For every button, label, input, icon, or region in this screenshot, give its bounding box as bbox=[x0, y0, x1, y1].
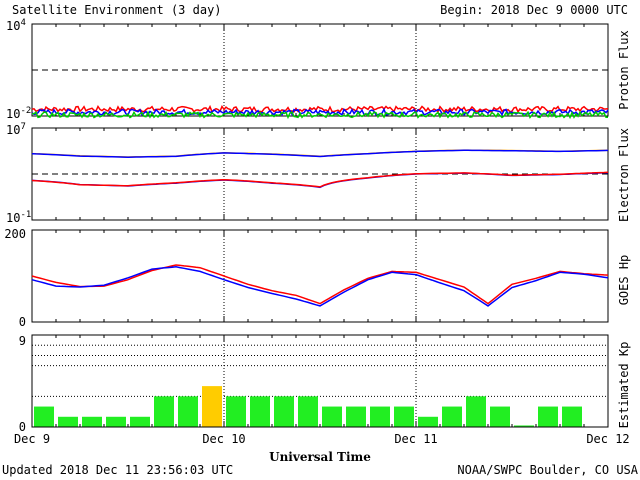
x-tick-labels: Dec 9 Dec 10 Dec 11 Dec 12 bbox=[14, 432, 630, 446]
kp-bar-6 bbox=[178, 396, 198, 427]
ytick-label-kp-top: 9 bbox=[19, 334, 26, 348]
begin-label: Begin: 2018 Dec 9 0000 UTC bbox=[440, 3, 628, 17]
kp-bar-15 bbox=[394, 406, 414, 427]
kp-bar-13 bbox=[346, 406, 366, 427]
kp-bar-17 bbox=[442, 406, 462, 427]
kp-bar-4 bbox=[130, 416, 150, 427]
kp-bar-5 bbox=[154, 396, 174, 427]
hp-series-0 bbox=[31, 264, 609, 305]
x-tick-label-2: Dec 11 bbox=[394, 432, 437, 446]
ytick-label-electron-bottom: 10-1 bbox=[6, 210, 31, 225]
panel-frame-2 bbox=[31, 229, 609, 323]
chart-title: Satellite Environment (3 day) bbox=[12, 3, 222, 17]
kp-bar-7 bbox=[202, 386, 222, 427]
kp-bar-14 bbox=[370, 406, 390, 427]
ylabel-goes-hp: GOES Hp bbox=[617, 255, 631, 306]
kp-bar-16 bbox=[418, 416, 438, 427]
electron-series-1 bbox=[31, 149, 609, 158]
kp-bar-18 bbox=[466, 396, 486, 427]
ylabel-proton-flux: Proton Flux bbox=[617, 30, 631, 109]
ytick-label-electron-top: 107 bbox=[6, 122, 26, 137]
ytick-label-proton-top: 104 bbox=[6, 18, 26, 33]
kp-bar-12 bbox=[322, 406, 342, 427]
kp-bar-21 bbox=[538, 406, 558, 427]
ytick-label-hp-top: 200 bbox=[4, 227, 26, 241]
ytick-label-proton-bottom: 10-2 bbox=[6, 106, 31, 121]
kp-bar-10 bbox=[274, 396, 294, 427]
kp-bar-1 bbox=[58, 416, 78, 427]
proton-flux-panel: 104 10-2 bbox=[6, 18, 609, 121]
kp-bar-3 bbox=[106, 416, 126, 427]
electron-series-3 bbox=[31, 171, 609, 188]
panel-frame-1 bbox=[31, 127, 609, 221]
panel-frame-0 bbox=[31, 23, 609, 117]
credit-label: NOAA/SWPC Boulder, CO USA bbox=[457, 463, 638, 477]
kp-bar-0 bbox=[34, 406, 54, 427]
updated-label: Updated 2018 Dec 11 23:56:03 UTC bbox=[2, 463, 233, 477]
panel-frame-3 bbox=[31, 334, 609, 428]
ytick-label-hp-bottom: 0 bbox=[19, 315, 26, 329]
kp-bar-20 bbox=[514, 425, 534, 427]
x-tick-label-3: Dec 12 bbox=[586, 432, 629, 446]
kp-bar-8 bbox=[226, 396, 246, 427]
x-axis-label: Universal Time bbox=[269, 450, 371, 464]
ylabel-estimated-kp: Estimated Kp bbox=[617, 342, 631, 429]
kp-bar-9 bbox=[250, 396, 270, 427]
proton-series-2 bbox=[31, 110, 608, 120]
electron-flux-panel: 107 10-1 bbox=[6, 122, 609, 225]
kp-bar-11 bbox=[298, 396, 318, 427]
hp-series-1 bbox=[31, 266, 609, 307]
kp-bar-2 bbox=[82, 416, 102, 427]
ylabel-electron-flux: Electron Flux bbox=[617, 128, 631, 222]
ytick-label-kp-bottom: 0 bbox=[19, 420, 26, 434]
kp-bar-19 bbox=[490, 406, 510, 427]
x-tick-label-0: Dec 9 bbox=[14, 432, 50, 446]
x-tick-label-1: Dec 10 bbox=[202, 432, 245, 446]
estimated-kp-panel: 90 bbox=[19, 334, 609, 434]
kp-bar-22 bbox=[562, 406, 582, 427]
proton-series-0 bbox=[31, 104, 609, 114]
